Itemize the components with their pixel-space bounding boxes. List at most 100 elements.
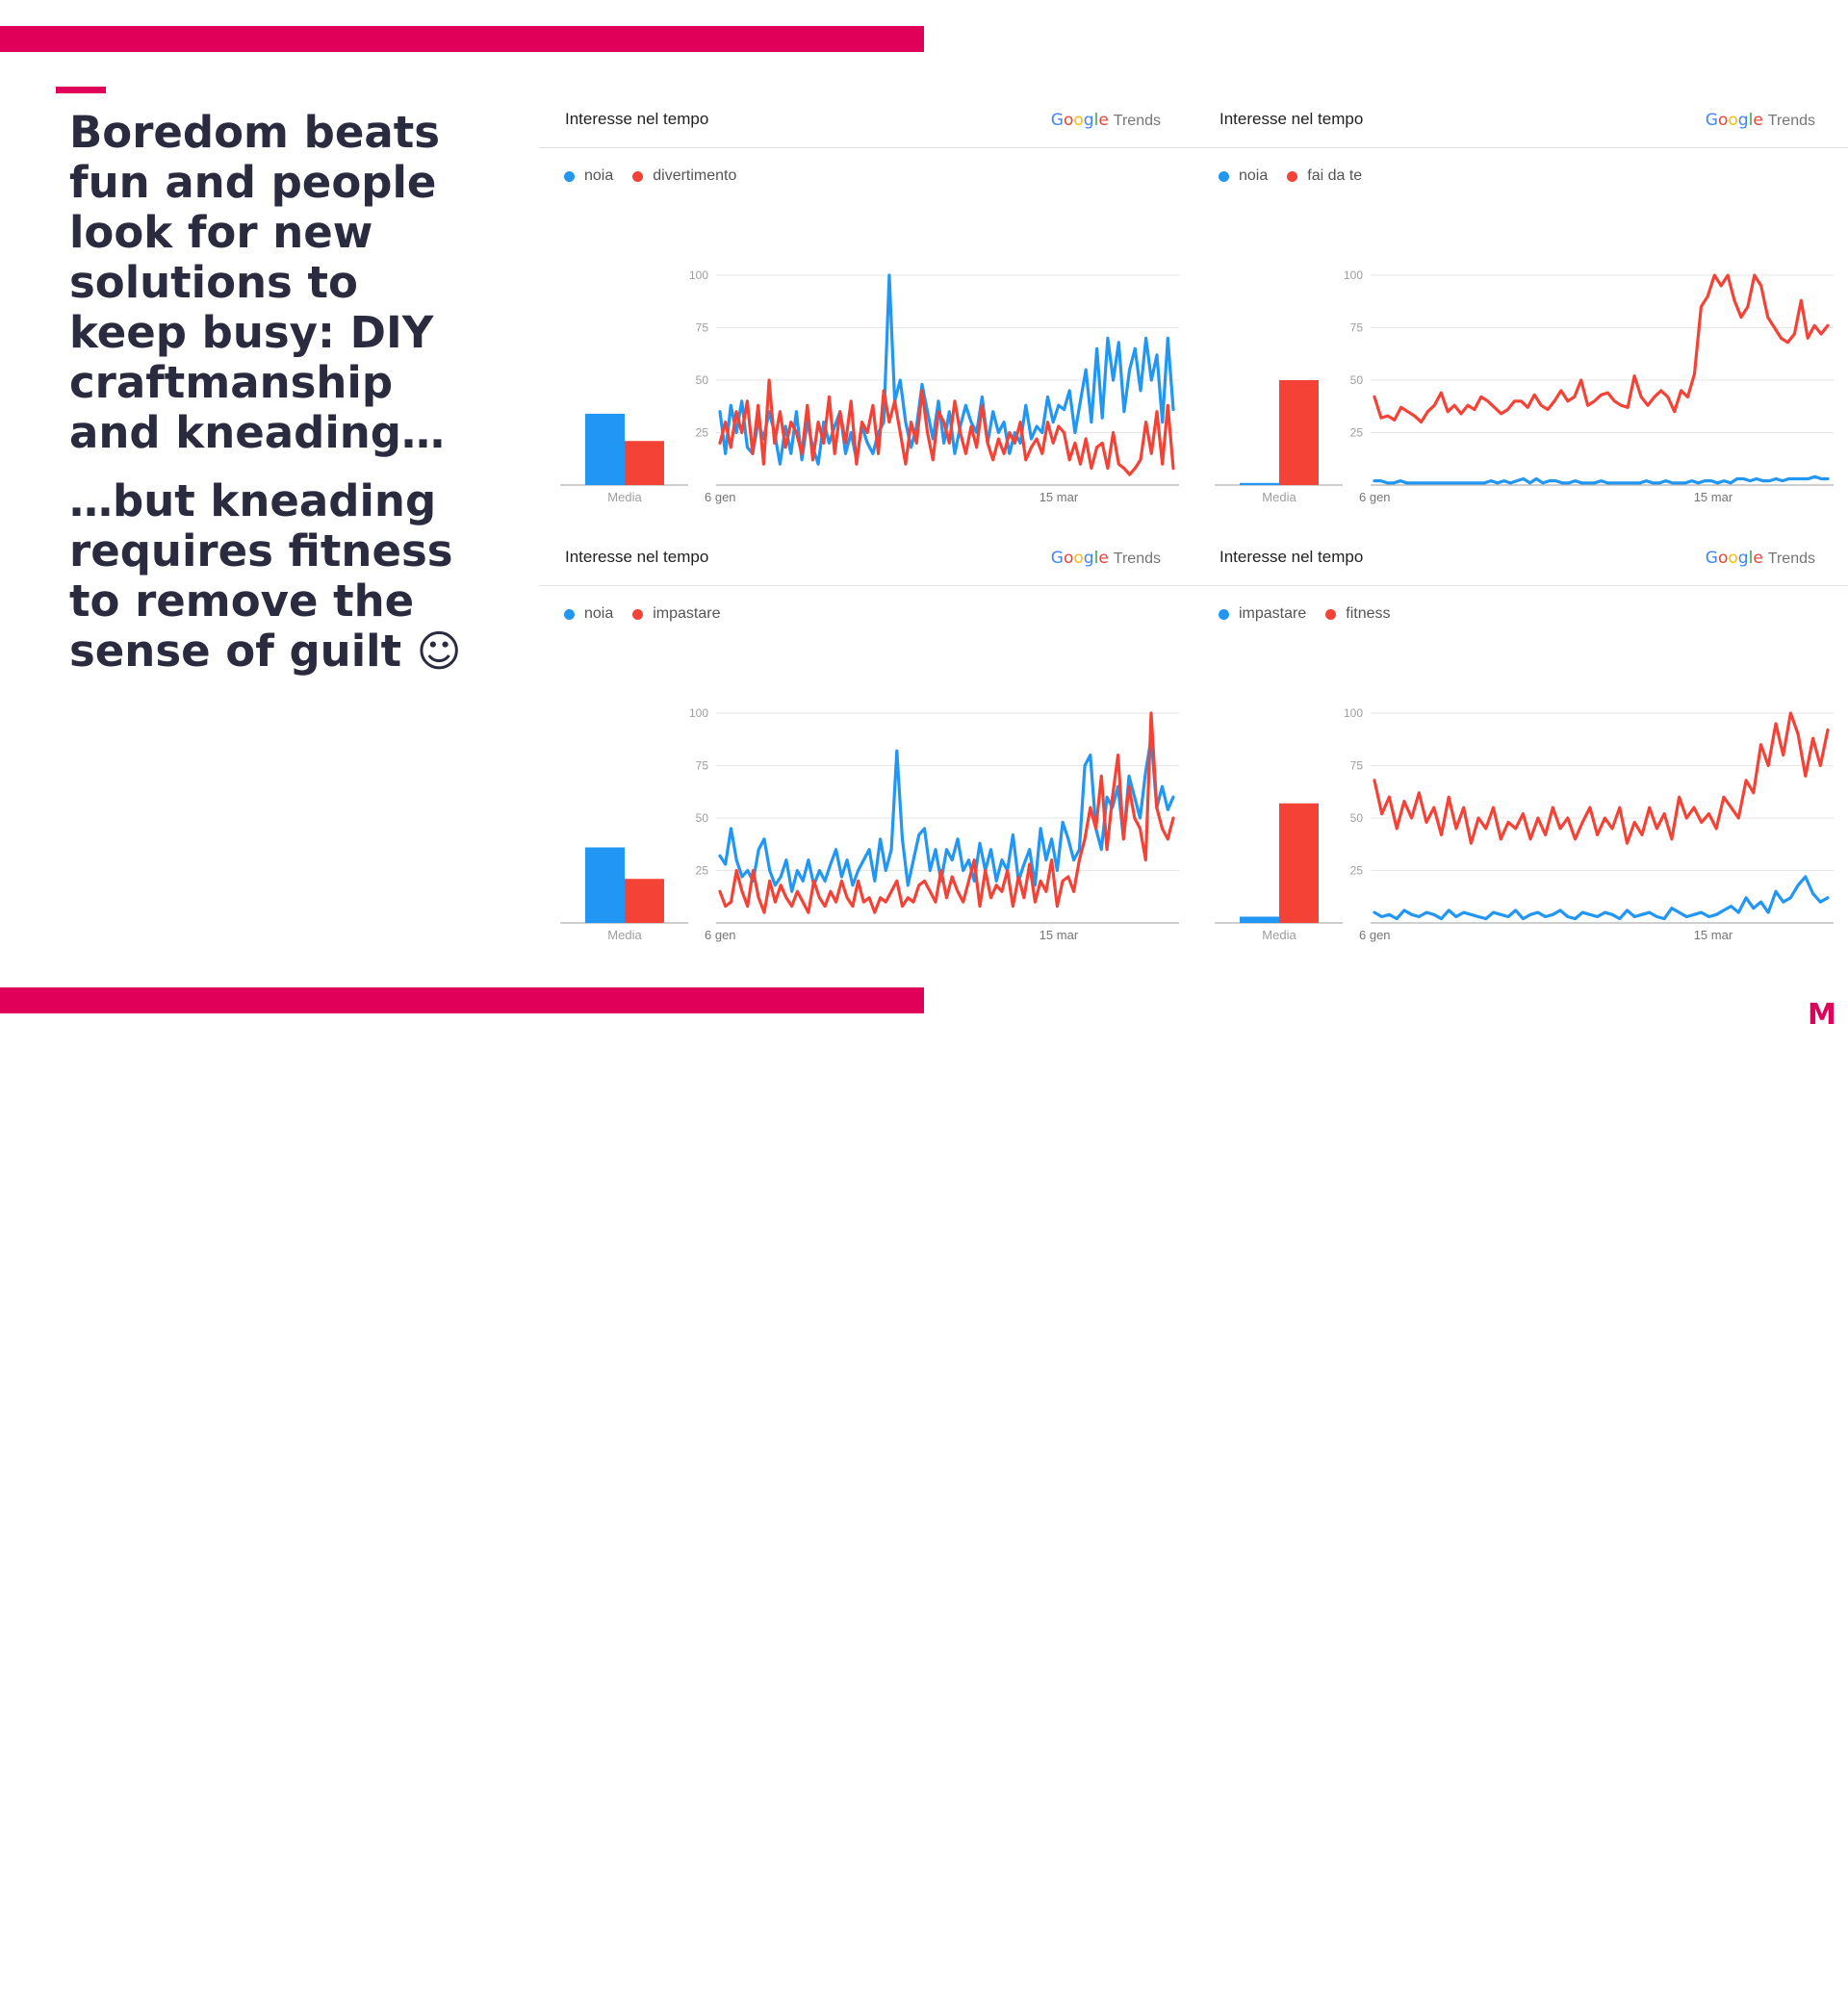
series-line [1373, 474, 1830, 485]
trend-chart: 25 50 75 100 Media 6 gen 15 mar [1215, 269, 1834, 504]
trends-panel-impastare-fitness: Interesse nel tempo Google Trends impast… [1194, 532, 1848, 970]
legend-label: impastare [1239, 605, 1307, 622]
panel-divider [1194, 585, 1848, 586]
legend-dot [564, 170, 575, 182]
trends-wordmark: Trends [1767, 113, 1815, 129]
trends-wordmark: Trends [1113, 113, 1161, 129]
y-tick-label: 25 [1350, 864, 1364, 878]
top-accent-bar [0, 26, 924, 52]
average-bar-label: Media [1262, 928, 1296, 942]
google-trends-logo: Google Trends [1051, 110, 1161, 130]
legend-item: impastare [1219, 605, 1306, 623]
panel-title: Interesse nel tempo [1219, 548, 1364, 566]
y-tick-label: 25 [696, 864, 709, 878]
average-bar [1240, 916, 1279, 923]
y-tick-label: 100 [1344, 706, 1363, 720]
chart-legend: noia fai da te [1219, 148, 1362, 185]
legend-item: divertimento [632, 167, 736, 185]
y-tick-label: 50 [1350, 811, 1364, 825]
average-bar [1279, 380, 1319, 485]
x-tick-label: 15 mar [1694, 490, 1733, 504]
y-tick-label: 100 [689, 706, 708, 720]
average-bar [1279, 803, 1319, 923]
x-tick-label: 15 mar [1040, 928, 1079, 942]
series-line [1373, 273, 1830, 424]
google-wordmark: Google [1705, 549, 1763, 568]
trends-panel-noia-divertimento: Interesse nel tempo Google Trends noia d… [539, 94, 1194, 532]
y-tick-label: 75 [696, 759, 709, 773]
average-bar [585, 413, 625, 485]
subheadline: …but kneading requires fitness to remove… [69, 475, 462, 677]
legend-label: impastare [653, 605, 721, 622]
average-bar-label: Media [607, 928, 642, 942]
y-tick-label: 50 [1350, 373, 1364, 387]
brand-logo: M [1808, 998, 1836, 1032]
legend-dot [1325, 608, 1337, 620]
y-tick-label: 100 [689, 269, 708, 282]
legend-dot [1287, 170, 1298, 182]
average-bar-label: Media [607, 490, 642, 504]
legend-item: fitness [1325, 605, 1391, 623]
series-line [1373, 711, 1830, 845]
trend-chart: 25 50 75 100 Media 6 gen 15 mar [560, 269, 1179, 504]
legend-dot [632, 608, 644, 620]
legend-label: fai da te [1307, 167, 1363, 184]
y-tick-label: 100 [1344, 269, 1363, 282]
y-tick-label: 25 [1350, 426, 1364, 440]
panel-title: Interesse nel tempo [565, 110, 709, 128]
legend-dot [1219, 608, 1229, 620]
y-tick-label: 75 [1350, 759, 1364, 773]
legend-label: noia [1239, 167, 1269, 184]
google-trends-logo: Google Trends [1706, 110, 1815, 130]
panel-title: Interesse nel tempo [1219, 110, 1364, 128]
legend-item: noia [564, 167, 613, 185]
average-bar [585, 847, 625, 923]
title-accent-line [56, 87, 106, 93]
google-trends-logo: Google Trends [1706, 548, 1815, 568]
headline: Boredom beats fun and people look for ne… [69, 107, 446, 458]
google-wordmark: Google [1705, 111, 1763, 130]
legend-label: noia [584, 605, 614, 622]
legend-item: noia [564, 605, 613, 623]
legend-dot [632, 170, 644, 182]
chart-legend: noia impastare [564, 586, 721, 623]
x-tick-label: 6 gen [705, 928, 736, 942]
x-tick-label: 15 mar [1694, 928, 1733, 942]
google-trends-logo: Google Trends [1051, 548, 1161, 568]
average-bar-label: Media [1262, 490, 1296, 504]
y-tick-label: 50 [696, 811, 709, 825]
x-tick-label: 15 mar [1040, 490, 1079, 504]
google-wordmark: Google [1050, 549, 1109, 568]
chart-legend: noia divertimento [564, 148, 736, 185]
legend-label: fitness [1346, 605, 1391, 622]
x-tick-label: 6 gen [1359, 928, 1391, 942]
trends-wordmark: Trends [1113, 550, 1161, 567]
average-bar [625, 879, 664, 923]
trends-wordmark: Trends [1767, 550, 1815, 567]
panel-title: Interesse nel tempo [565, 548, 709, 566]
panel-divider [539, 147, 1194, 148]
legend-label: divertimento [653, 167, 737, 184]
trends-panel-noia-fai-da-te: Interesse nel tempo Google Trends noia f… [1194, 94, 1848, 532]
trend-chart: 25 50 75 100 Media 6 gen 15 mar [1215, 706, 1834, 942]
legend-dot [1219, 170, 1229, 182]
page-number: 17 [67, 1982, 85, 1997]
series-line [718, 711, 1175, 914]
series-line [718, 736, 1175, 893]
x-tick-label: 6 gen [705, 490, 736, 504]
y-tick-label: 75 [696, 321, 709, 335]
legend-dot [564, 608, 575, 620]
x-tick-label: 6 gen [1359, 490, 1391, 504]
y-tick-label: 25 [696, 426, 709, 440]
y-tick-label: 50 [696, 373, 709, 387]
average-bar [1240, 482, 1279, 485]
series-line [1373, 875, 1830, 921]
series-line [718, 378, 1175, 476]
trends-panel-noia-impastare: Interesse nel tempo Google Trends noia i… [539, 532, 1194, 970]
average-bar [625, 441, 664, 485]
chart-legend: impastare fitness [1219, 586, 1391, 623]
bottom-accent-bar: 17 [0, 987, 924, 1997]
trend-chart: 25 50 75 100 Media 6 gen 15 mar [560, 706, 1179, 942]
legend-item: fai da te [1287, 167, 1362, 185]
panel-divider [539, 585, 1194, 586]
